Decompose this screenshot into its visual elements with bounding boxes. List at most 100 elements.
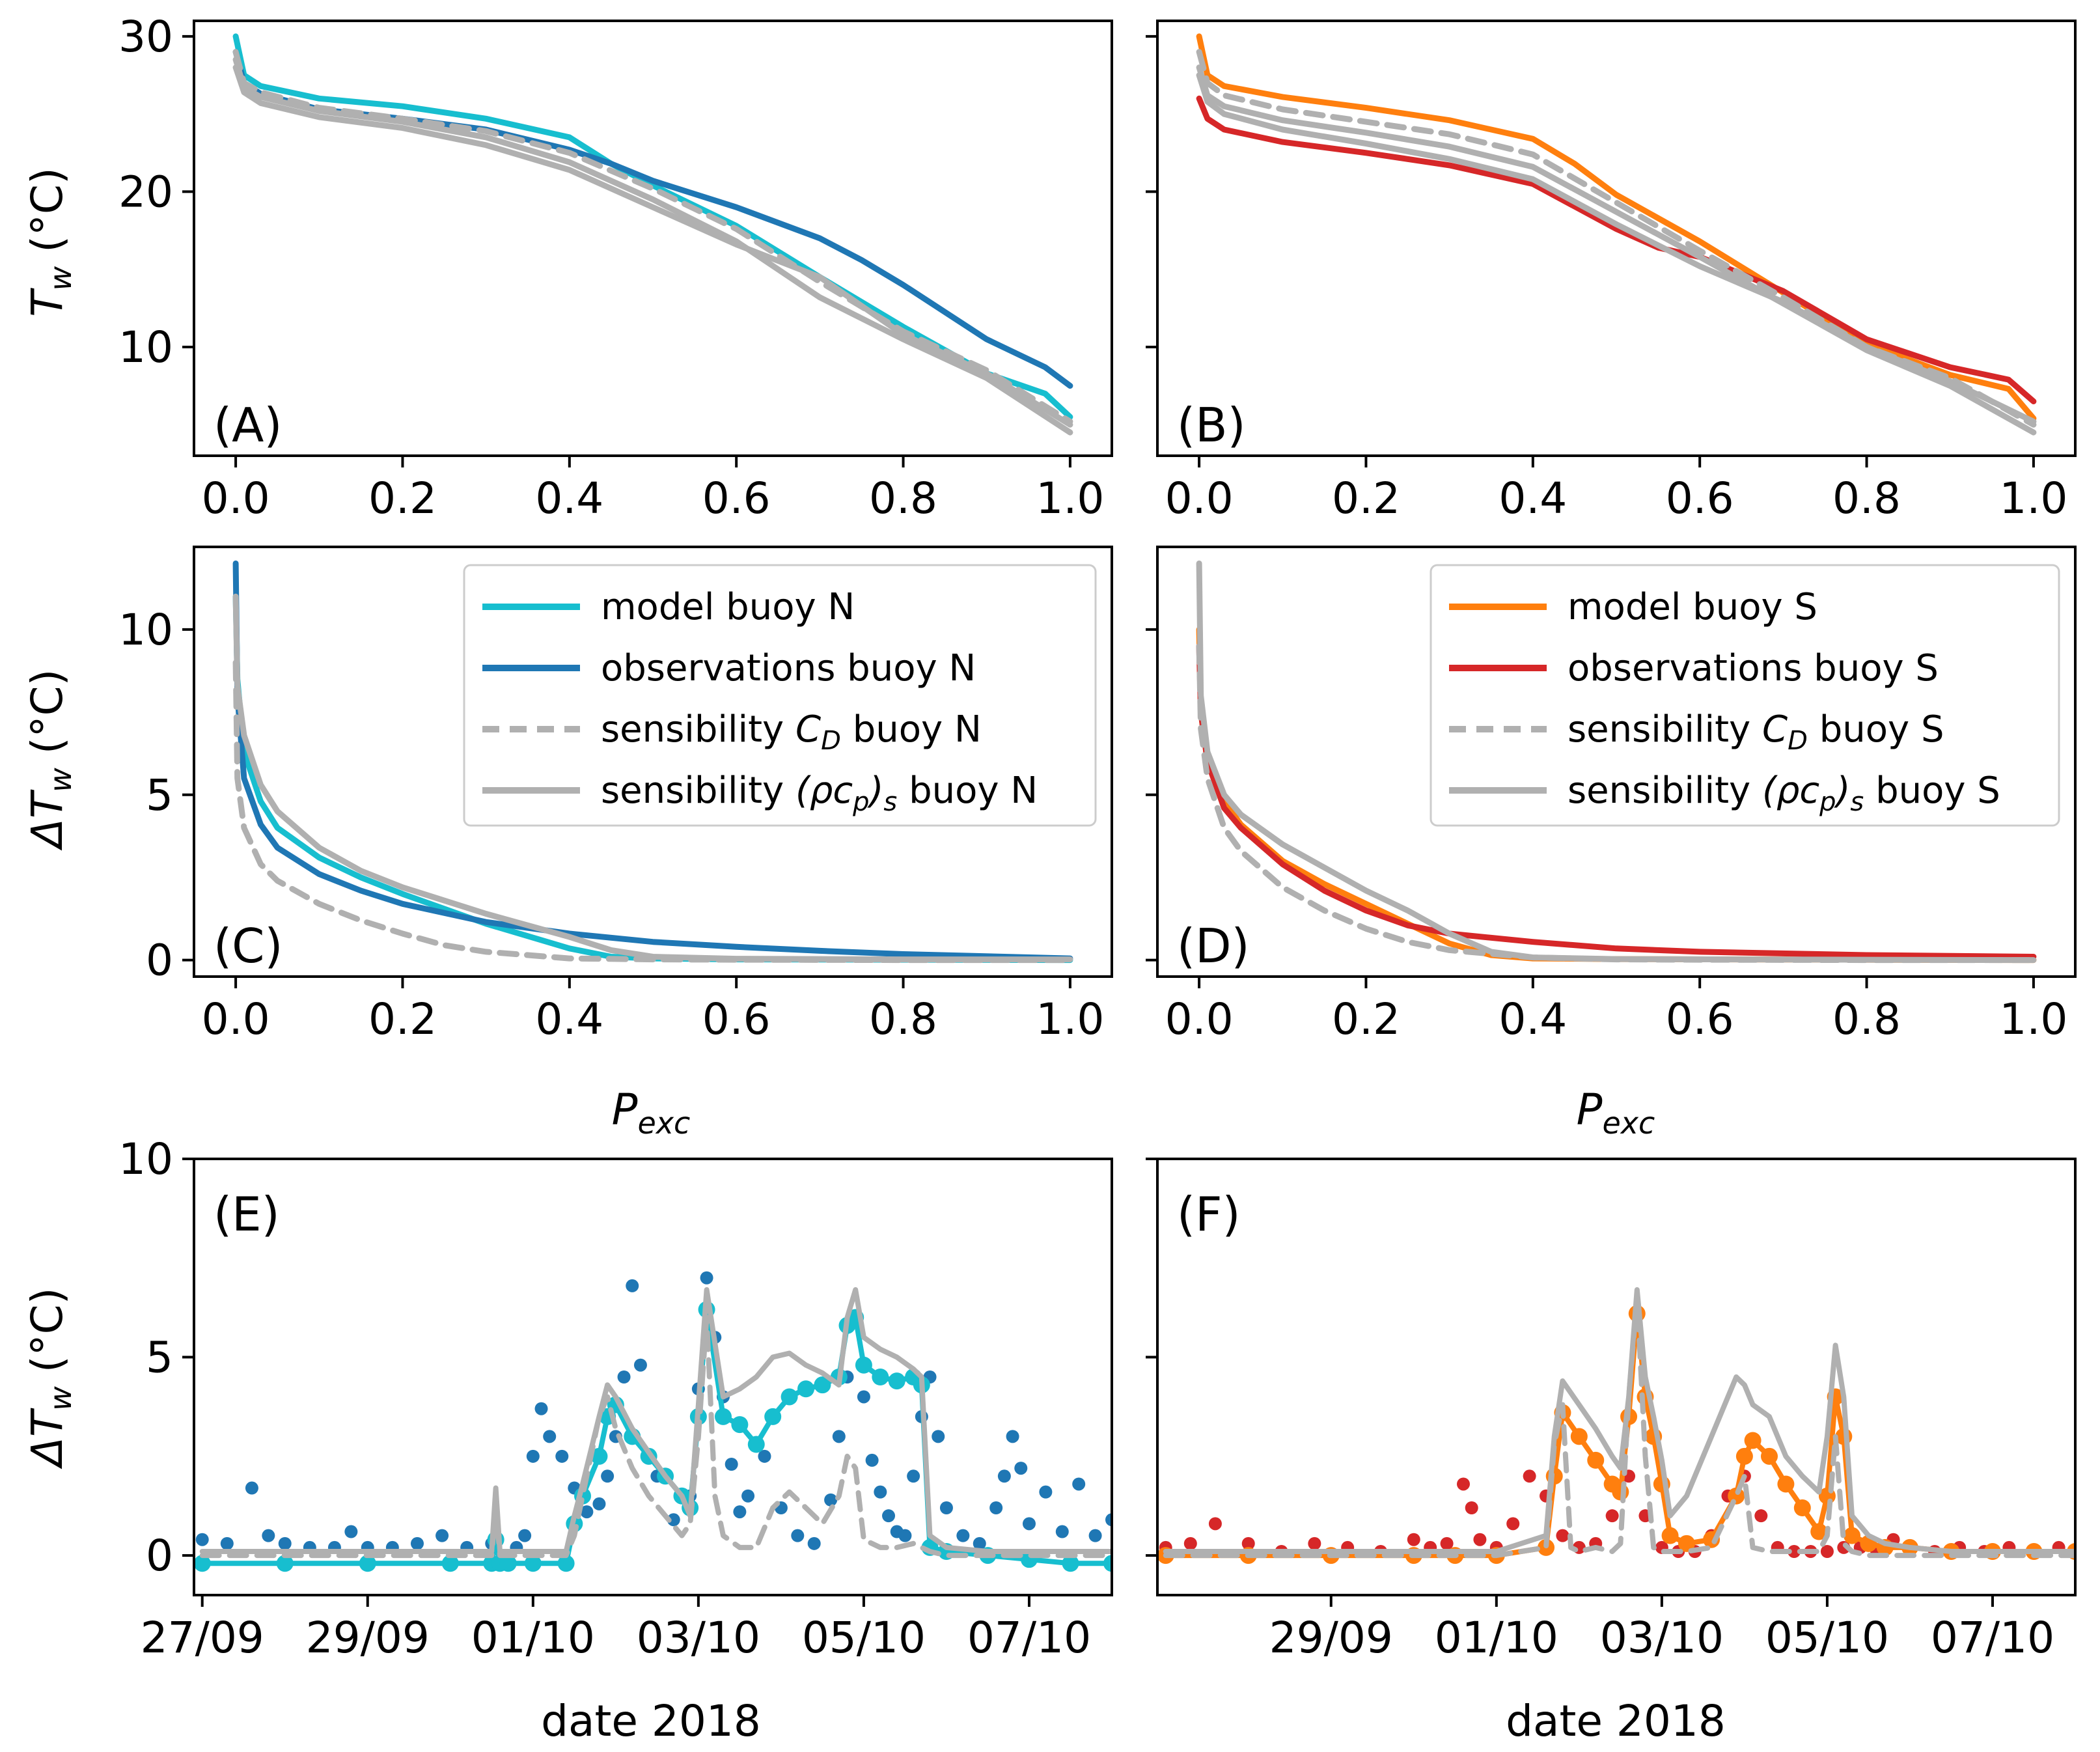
series-b-4-line — [1196, 72, 2037, 424]
data-point — [932, 1430, 945, 1443]
x-axis-label-f: date 2018 — [1506, 1696, 1726, 1746]
data-point — [1761, 1447, 1778, 1465]
axes-frame-d — [1156, 546, 2077, 978]
data-point — [518, 1529, 532, 1542]
legend-entry: sensibility (ρcp)s buoy S — [1568, 770, 2000, 817]
series-a-3-line — [232, 57, 1073, 436]
data-point — [1105, 1513, 1112, 1527]
data-point — [1678, 1535, 1695, 1552]
data-point — [888, 1372, 905, 1390]
data-point — [534, 1402, 548, 1415]
plot-area-d — [1196, 560, 2037, 964]
x-tick-label: 0.2 — [368, 473, 437, 523]
data-point — [543, 1430, 557, 1443]
plot-area-a — [232, 33, 1073, 436]
x-tick-label: 0.2 — [1332, 994, 1400, 1044]
y-tick-label: 5 — [146, 770, 173, 820]
data-point — [1570, 1428, 1588, 1445]
axes-frame-c — [193, 546, 1113, 978]
plot-area-e — [194, 1271, 1112, 1572]
data-point — [555, 1449, 569, 1463]
data-point — [592, 1497, 606, 1510]
data-point — [435, 1529, 449, 1542]
data-point — [1661, 1527, 1679, 1544]
x-tick-label: 05/10 — [802, 1613, 926, 1663]
series-c-3-line — [232, 593, 1073, 963]
x-tick-label: 0.0 — [202, 473, 270, 523]
data-point — [882, 1509, 896, 1523]
series-d-3-line — [1196, 560, 2037, 964]
panel-b: 0.0 0.2 0.4 0.6 0.8 1.0 (B) — [1146, 20, 2077, 523]
axes-frame-e — [193, 1158, 1113, 1596]
x-tick-label: 27/09 — [141, 1613, 264, 1663]
panel-tag-c: (C) — [214, 919, 283, 973]
legend-entry: sensibility CD buoy N — [601, 708, 982, 756]
series-f-3-line — [1163, 1287, 2075, 1554]
series-b-1-line — [1196, 95, 2037, 404]
y-tick-label: 10 — [118, 605, 173, 655]
data-point — [824, 1493, 838, 1507]
data-point — [997, 1469, 1011, 1483]
data-point — [344, 1525, 358, 1538]
x-tick-label: 29/09 — [306, 1613, 430, 1663]
data-point — [1523, 1469, 1536, 1483]
y-axis-label-c: ΔTw (°C) — [22, 669, 78, 852]
legend-c: model buoy N observations buoy N sensibili… — [463, 564, 1097, 827]
panel-c: 0.0 0.2 0.4 0.6 0.8 1.0 0 5 10 (C) — [118, 546, 1113, 1044]
series-d-1-line — [1196, 643, 2037, 960]
data-point — [1587, 1451, 1605, 1469]
data-point — [410, 1536, 424, 1550]
data-point — [781, 1388, 798, 1406]
y-tick-label: 30 — [118, 12, 173, 62]
panel-tag-b: (B) — [1177, 398, 1246, 452]
legend-box — [1430, 564, 2060, 827]
data-point — [973, 1536, 986, 1550]
data-point — [1072, 1477, 1086, 1491]
panel-tag-a: (A) — [214, 398, 282, 452]
legend-entry: sensibility CD buoy S — [1568, 708, 1944, 756]
plot-area-c — [232, 560, 1073, 964]
x-tick-label: 01/10 — [1435, 1613, 1558, 1663]
x-tick-label: 0.8 — [1832, 473, 1901, 523]
panel-tag-f: (F) — [1177, 1187, 1241, 1242]
x-tick-label: 07/10 — [1931, 1613, 2054, 1663]
x-axis-label-c: Pexc — [612, 1085, 691, 1141]
data-point — [1014, 1462, 1028, 1475]
x-tick-label: 29/09 — [1269, 1613, 1393, 1663]
data-point — [1457, 1477, 1470, 1491]
data-point — [1440, 1536, 1454, 1550]
data-point — [590, 1447, 608, 1465]
data-point — [276, 1555, 294, 1572]
data-point — [1407, 1533, 1420, 1546]
x-tick-label: 0.6 — [1666, 473, 1734, 523]
data-point — [195, 1533, 209, 1546]
x-tick-label: 0.0 — [1165, 994, 1234, 1044]
x-tick-label: 0.4 — [1499, 994, 1567, 1044]
data-point — [747, 1436, 765, 1453]
x-tick-label: 1.0 — [1999, 994, 2067, 1044]
x-tick-label: 0.0 — [202, 994, 270, 1044]
data-point — [526, 1449, 540, 1463]
data-point — [714, 1408, 732, 1425]
x-tick-label: 0.8 — [869, 473, 937, 523]
data-point — [1022, 1517, 1036, 1531]
x-tick-label: 1.0 — [1036, 473, 1104, 523]
panel-f: 29/09 01/10 03/10 05/10 07/10 (F) — [1146, 1158, 2077, 1663]
data-point — [741, 1489, 755, 1503]
data-point — [524, 1555, 542, 1572]
data-point — [1777, 1475, 1795, 1493]
legend-entry: sensibility (ρcp)s buoy N — [601, 770, 1038, 817]
data-point — [1735, 1447, 1753, 1465]
x-tick-label: 03/10 — [1600, 1613, 1724, 1663]
x-tick-label: 0.6 — [702, 994, 771, 1044]
y-tick-label: 5 — [146, 1333, 173, 1383]
series-a-4-line — [232, 64, 1073, 428]
data-point — [832, 1430, 846, 1443]
x-tick-label: 03/10 — [637, 1613, 760, 1663]
data-point — [865, 1453, 879, 1467]
data-point — [725, 1458, 738, 1471]
data-point — [580, 1505, 594, 1519]
x-tick-label: 0.0 — [1165, 473, 1234, 523]
y-tick-label: 10 — [118, 1134, 173, 1184]
